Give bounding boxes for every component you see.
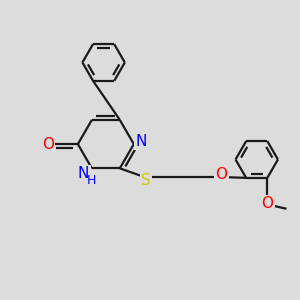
- Text: N: N: [78, 166, 89, 181]
- Text: O: O: [42, 136, 54, 152]
- Text: S: S: [141, 172, 151, 188]
- Text: O: O: [261, 196, 273, 211]
- Text: O: O: [215, 167, 227, 182]
- Text: N: N: [136, 134, 147, 149]
- Text: H: H: [87, 175, 97, 188]
